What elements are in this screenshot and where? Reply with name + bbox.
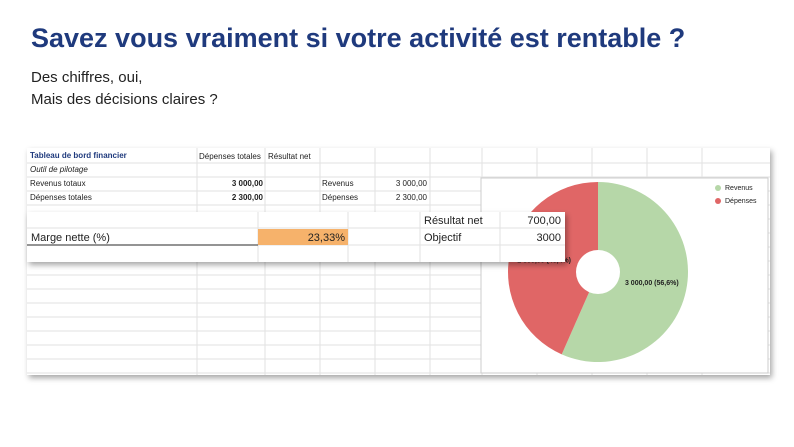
column-header: Dépenses totales	[199, 152, 261, 161]
slide-title: Savez vous vraiment si votre activité es…	[31, 23, 685, 53]
subtitle-line: Mais des décisions claires ?	[31, 91, 218, 108]
row-label: Revenus	[322, 179, 354, 188]
row-label: Dépenses totales	[30, 193, 92, 202]
donut-hole	[576, 250, 620, 294]
legend-swatch	[715, 185, 721, 191]
legend-label: Dépenses	[725, 198, 757, 205]
legend-label: Revenus	[725, 185, 753, 192]
row-label: Dépenses	[322, 193, 358, 202]
legend-swatch	[715, 198, 721, 204]
cell-value: 2 300,00	[396, 193, 428, 202]
row-label: Marge nette (%)	[31, 232, 110, 244]
cell-value: 3 000,00	[396, 179, 428, 188]
sheet-subtitle: Outil de pilotage	[30, 165, 88, 174]
pie-slice	[561, 182, 688, 362]
cell-value: 3 000,00	[232, 179, 264, 188]
data-label: 3 000,00 (56,6%)	[625, 280, 679, 287]
cell-value: 700,00	[527, 215, 561, 227]
cell-value: 23,33%	[308, 232, 346, 244]
cell-value: 2 300,00	[232, 193, 264, 202]
sheet-title: Tableau de bord financier	[30, 151, 127, 160]
highlight-cell	[258, 229, 348, 245]
pie-chart: 3 000,00 (56,6%)2 300,00 (43,4%)RevenusD…	[507, 182, 757, 362]
subtitle-line: Des chiffres, oui,	[31, 69, 142, 86]
cell-value: 3000	[537, 232, 561, 244]
column-header: Résultat net	[268, 152, 311, 161]
zoom-overlay: Résultat net 700,00 Marge nette (%) 23,3…	[27, 212, 565, 262]
row-label: Objectif	[424, 232, 462, 244]
row-label: Résultat net	[424, 215, 483, 227]
row-label: Revenus totaux	[30, 179, 86, 188]
